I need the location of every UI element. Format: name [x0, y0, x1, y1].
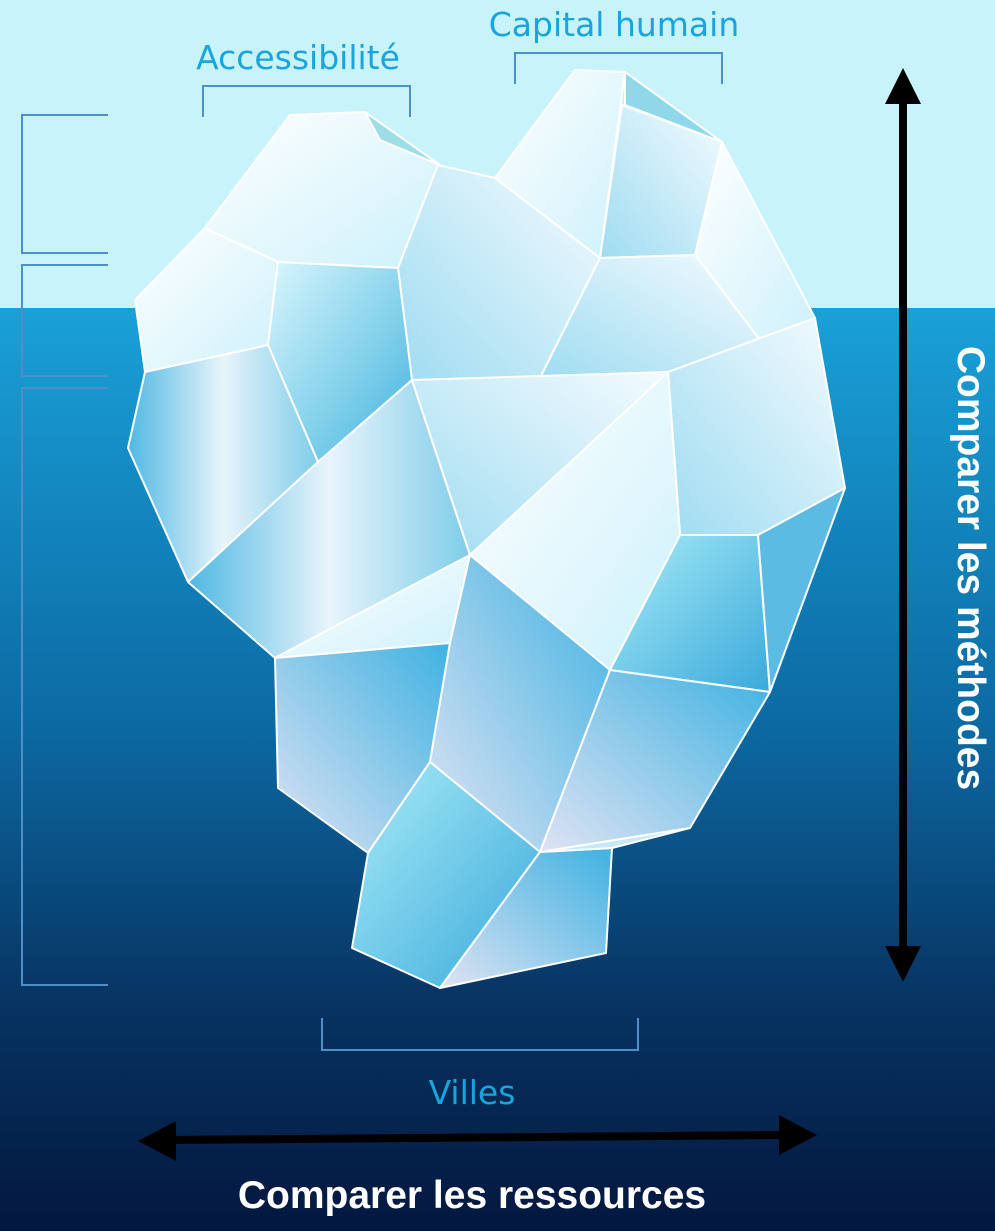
arrow-up-head: [885, 68, 921, 104]
iceberg: [127, 69, 846, 989]
human-capital-label: Capital humain: [489, 5, 739, 44]
level-bracket-visible: [21, 114, 108, 254]
arrow-right-head: [779, 1115, 817, 1155]
ice-facet: [351, 761, 541, 989]
level-brackets: [21, 114, 108, 986]
accessibility-bracket: [202, 85, 411, 117]
accessibility-label: Accessibilité: [196, 38, 400, 77]
compare-methods-label: Comparer les méthodes: [949, 346, 992, 790]
compare-resources-label: Comparer les ressources: [238, 1174, 706, 1217]
human-capital-bracket: [514, 52, 723, 84]
cities-bracket: [321, 1018, 639, 1051]
cities-label: Villes: [429, 1073, 516, 1112]
level-bracket-submerged: [21, 387, 108, 986]
arrow-down-head: [885, 946, 921, 982]
arrow-left-head: [138, 1121, 176, 1161]
horizontal-arrow: [138, 1115, 817, 1161]
ice-facet: [364, 111, 441, 166]
ice-facet: [539, 827, 691, 853]
ice-facet: [757, 487, 846, 693]
vertical-arrow: [885, 68, 921, 982]
level-bracket-surface: [21, 264, 108, 377]
